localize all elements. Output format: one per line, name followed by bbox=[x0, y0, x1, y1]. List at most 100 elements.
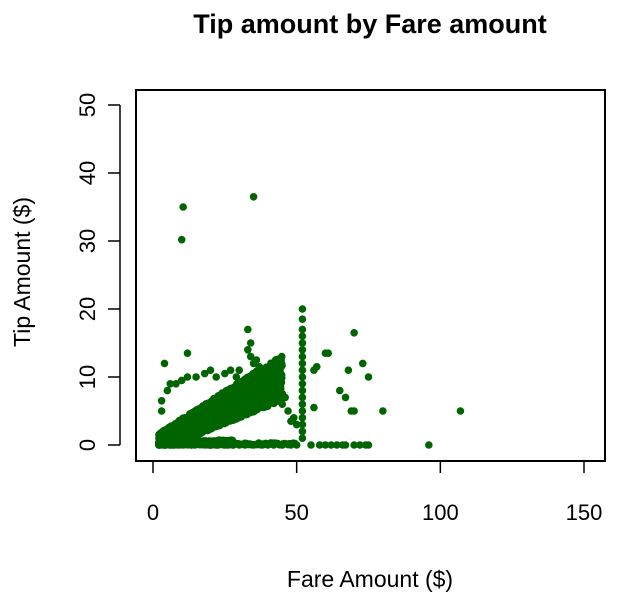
data-point bbox=[298, 434, 307, 443]
data-point bbox=[298, 380, 307, 388]
data-point bbox=[199, 427, 207, 436]
data-point bbox=[234, 412, 243, 421]
data-point bbox=[183, 349, 192, 358]
y-tick-label: 10 bbox=[75, 365, 100, 389]
data-point bbox=[341, 393, 350, 402]
data-point bbox=[310, 366, 318, 375]
data-point bbox=[298, 359, 307, 368]
data-point bbox=[255, 385, 263, 394]
data-point bbox=[350, 407, 358, 415]
data-point bbox=[298, 332, 307, 341]
data-point bbox=[425, 441, 433, 449]
data-point bbox=[241, 441, 249, 449]
data-point bbox=[200, 369, 209, 378]
data-point bbox=[258, 441, 266, 449]
data-point bbox=[298, 366, 307, 375]
data-point bbox=[298, 373, 307, 381]
data-point bbox=[205, 412, 214, 420]
data-point bbox=[244, 325, 252, 334]
data-point bbox=[258, 403, 266, 412]
y-tick-label: 20 bbox=[75, 297, 100, 321]
data-point bbox=[221, 441, 229, 449]
data-point bbox=[246, 352, 255, 361]
data-point bbox=[298, 414, 307, 422]
data-point bbox=[298, 346, 307, 354]
data-point bbox=[235, 366, 243, 375]
data-point bbox=[177, 376, 186, 385]
data-point bbox=[273, 394, 281, 402]
data-point bbox=[208, 421, 217, 430]
data-point bbox=[284, 407, 292, 415]
data-point bbox=[252, 373, 261, 381]
data-point bbox=[298, 400, 307, 409]
data-point bbox=[206, 441, 215, 449]
data-point bbox=[273, 357, 281, 365]
data-point bbox=[298, 407, 307, 415]
data-point bbox=[456, 407, 465, 415]
data-point bbox=[229, 441, 238, 449]
data-point bbox=[333, 441, 341, 449]
data-point bbox=[251, 402, 260, 411]
data-point bbox=[298, 393, 307, 402]
data-point bbox=[298, 352, 307, 361]
data-point bbox=[236, 400, 244, 409]
data-point bbox=[187, 428, 195, 437]
data-point bbox=[310, 403, 318, 412]
data-point bbox=[204, 401, 213, 409]
data-point bbox=[364, 373, 373, 381]
data-point bbox=[246, 339, 255, 347]
data-point bbox=[278, 441, 287, 449]
data-point bbox=[192, 373, 200, 381]
data-point bbox=[244, 346, 252, 354]
data-point bbox=[258, 369, 266, 378]
x-tick-label: 50 bbox=[284, 500, 308, 525]
data-point bbox=[364, 441, 373, 449]
data-point bbox=[298, 305, 307, 313]
data-point bbox=[298, 339, 307, 347]
y-tick-label: 40 bbox=[75, 161, 100, 185]
data-point bbox=[225, 409, 234, 418]
data-point bbox=[264, 366, 272, 375]
data-point bbox=[157, 407, 166, 415]
data-point bbox=[327, 441, 335, 449]
data-point bbox=[315, 441, 324, 449]
data-point bbox=[179, 203, 187, 211]
data-point bbox=[235, 441, 243, 449]
data-point bbox=[356, 441, 364, 449]
data-point bbox=[278, 400, 287, 409]
data-point bbox=[264, 441, 272, 449]
data-point bbox=[186, 412, 194, 421]
x-axis-label: Fare Amount ($) bbox=[287, 566, 453, 592]
data-point bbox=[269, 441, 278, 449]
y-tick-label: 30 bbox=[75, 229, 100, 253]
data-point bbox=[248, 385, 256, 394]
data-point bbox=[298, 420, 307, 429]
data-point bbox=[379, 407, 387, 415]
data-point bbox=[335, 386, 344, 395]
y-tick-label: 0 bbox=[75, 439, 100, 451]
x-tick-label: 100 bbox=[422, 500, 459, 525]
data-point bbox=[172, 380, 180, 388]
data-point bbox=[292, 441, 301, 449]
x-tick-label: 150 bbox=[566, 500, 603, 525]
data-point bbox=[197, 415, 205, 423]
data-point bbox=[235, 393, 243, 402]
data-point bbox=[217, 415, 226, 424]
data-point bbox=[298, 325, 307, 334]
points-layer bbox=[154, 193, 465, 449]
data-point bbox=[206, 366, 215, 375]
data-point bbox=[212, 441, 221, 449]
data-point bbox=[298, 315, 307, 324]
data-point bbox=[269, 376, 278, 385]
data-point bbox=[289, 414, 298, 422]
y-axis: 0 10 20 30 40 50 bbox=[75, 93, 121, 451]
data-point bbox=[350, 441, 358, 449]
x-tick-label: 0 bbox=[147, 500, 159, 525]
data-point bbox=[255, 363, 264, 371]
data-point bbox=[344, 366, 353, 375]
data-point bbox=[249, 359, 258, 368]
data-point bbox=[350, 329, 358, 337]
data-point bbox=[298, 386, 307, 395]
data-point bbox=[157, 397, 166, 405]
